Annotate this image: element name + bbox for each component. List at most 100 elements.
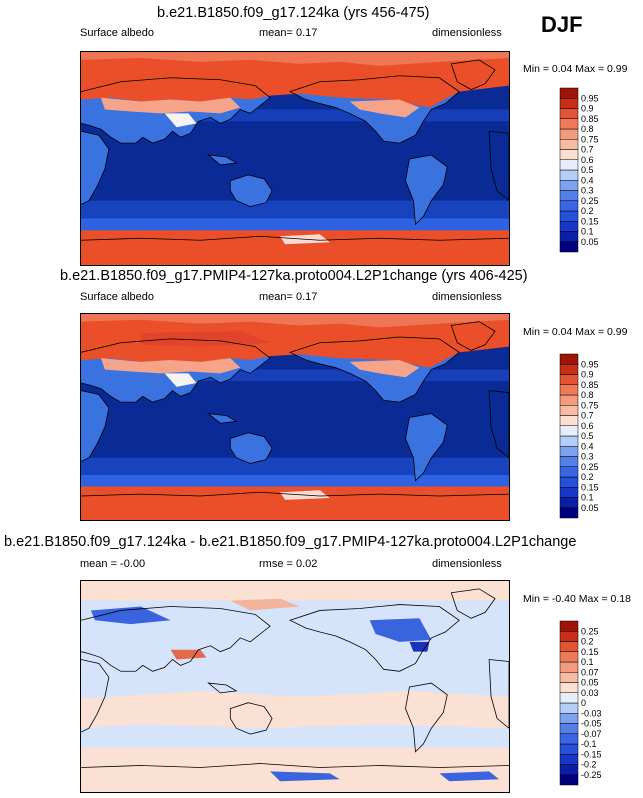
na-snow-transition — [349, 99, 420, 118]
coastline — [229, 174, 273, 207]
panel-3-rmse-label: rmse = 0.02 — [259, 558, 318, 570]
coastline — [488, 130, 509, 202]
land-area — [405, 413, 448, 481]
colorbar-tick-label: 0.95 — [581, 359, 599, 369]
colorbar-swatch — [559, 754, 579, 765]
colorbar-tick-label: 0.9 — [581, 104, 594, 114]
colorbar-tick-label: 0.9 — [581, 370, 594, 380]
coastline — [81, 763, 509, 768]
colorbar-tick-label: 0.8 — [581, 390, 594, 400]
colorbar-tick-label: 0.75 — [581, 134, 599, 144]
coastline — [81, 659, 110, 733]
panel-2-colorbar: 0.05 0.1 0.15 0.2 0.25 0.3 0.4 0.5 0.6 0.7 0.75 0.8… — [559, 353, 620, 520]
colorbar-swatch — [559, 456, 579, 467]
colorbar-swatch — [559, 159, 579, 171]
coastline — [81, 130, 110, 205]
land-area — [405, 155, 448, 225]
diff-pos-arctic — [230, 598, 300, 611]
colorbar-swatch — [559, 620, 579, 632]
panel-1-min-max: Min = 0.04 Max = 0.99 — [523, 63, 628, 75]
diff-neg-antarctic-east — [439, 771, 500, 782]
colorbar-swatch — [559, 353, 579, 365]
colorbar-tick-label: 0.4 — [581, 175, 594, 185]
colorbar-tick-label: 0.85 — [581, 380, 599, 390]
colorbar-swatch — [559, 87, 579, 99]
colorbar-tick-label: 0.15 — [581, 647, 599, 657]
colorbar-swatch — [559, 128, 579, 140]
diff-neg-north-america — [369, 618, 432, 642]
panel-1-variable-label: Surface albedo — [80, 27, 154, 39]
sea-ice-edge — [81, 474, 509, 489]
land-area — [230, 432, 273, 464]
panel-2-variable-label: Surface albedo — [80, 291, 154, 303]
colorbar-tick-label: 0.8 — [581, 124, 594, 134]
colorbar-tick-label: 0.85 — [581, 114, 599, 124]
land-area — [208, 155, 237, 165]
coastline — [81, 390, 110, 462]
panel-3-title: b.e21.B1850.f09_g17.124ka - b.e21.B1850.… — [4, 534, 577, 550]
coastline — [207, 413, 238, 424]
colorbar-tick-label: -0.05 — [581, 719, 602, 729]
snow-transition-band — [100, 358, 241, 374]
land-area — [81, 390, 109, 462]
colorbar-swatch — [559, 774, 579, 786]
panel-2-min-max: Min = 0.04 Max = 0.99 — [523, 326, 628, 338]
colorbar-swatch — [559, 108, 579, 119]
coastline — [488, 390, 509, 459]
tibet-snow — [164, 373, 197, 387]
colorbar-swatch — [559, 466, 579, 478]
colorbar-swatch — [559, 631, 579, 642]
northern-snow-cover — [81, 52, 509, 108]
north-midlat-ocean — [81, 369, 509, 382]
colorbar-tick-label: -0.2 — [581, 760, 597, 770]
colorbar-tick-label: 0.7 — [581, 145, 594, 155]
colorbar-svg: -0.25-0.2-0.15-0.1-0.07-0.05-0.0300.030.… — [559, 620, 602, 786]
colorbar-swatch — [559, 364, 579, 375]
panel-2-mean-label: mean= 0.17 — [259, 291, 318, 303]
colorbar-tick-label: 0.6 — [581, 155, 594, 165]
map-svg — [81, 52, 509, 265]
coastline — [81, 77, 271, 144]
coastline — [81, 491, 509, 497]
colorbar-swatch — [559, 713, 579, 724]
colorbar-tick-label: 0.1 — [581, 657, 594, 667]
season-label: DJF — [541, 12, 583, 37]
land-area — [230, 174, 273, 207]
colorbar-tick-label: 0.3 — [581, 186, 594, 196]
colorbar-swatch — [559, 672, 579, 683]
coastline — [81, 235, 509, 241]
colorbar-tick-label: 0.5 — [581, 431, 594, 441]
panel-3-units-label: dimensionless — [432, 558, 502, 570]
antarctic-snow — [81, 230, 509, 265]
coastline — [288, 75, 460, 144]
colorbar-swatch — [559, 384, 579, 396]
northern-snow-cover — [81, 314, 509, 368]
panel-1-colorbar: 0.05 0.1 0.15 0.2 0.25 0.3 0.4 0.5 0.6 0.7 0.75 0.8… — [559, 87, 620, 254]
coastline — [288, 604, 460, 672]
panel-1-map — [80, 51, 510, 266]
colorbar-svg: 0.050.10.150.20.250.30.40.50.60.70.750.8… — [559, 353, 599, 519]
colorbar-swatch — [559, 231, 579, 242]
colorbar-swatch — [559, 149, 579, 160]
colorbar-swatch — [559, 415, 579, 426]
south-midlat-ocean — [81, 200, 509, 219]
land-area — [208, 413, 237, 424]
colorbar-tick-label: 0.95 — [581, 93, 599, 103]
colorbar-tick-label: 0.3 — [581, 452, 594, 462]
colorbar-tick-label: -0.1 — [581, 739, 597, 749]
colorbar-tick-label: 0.1 — [581, 493, 594, 503]
colorbar-tick-label: -0.15 — [581, 749, 602, 759]
colorbar-tick-label: 0.05 — [581, 678, 599, 688]
colorbar-swatch — [559, 169, 579, 181]
colorbar-swatch — [559, 425, 579, 437]
colorbar-svg: 0.050.10.150.20.250.30.40.50.60.70.750.8… — [559, 87, 599, 253]
colorbar-swatch — [559, 221, 579, 232]
colorbar-swatch — [559, 374, 579, 385]
colorbar-swatch — [559, 98, 579, 109]
colorbar-swatch — [559, 641, 579, 652]
coastline — [488, 659, 509, 729]
colorbar-tick-label: 0.07 — [581, 667, 599, 677]
diff-neg-antarctic — [270, 771, 340, 782]
colorbar-swatch — [559, 743, 579, 755]
coastline — [229, 702, 273, 735]
